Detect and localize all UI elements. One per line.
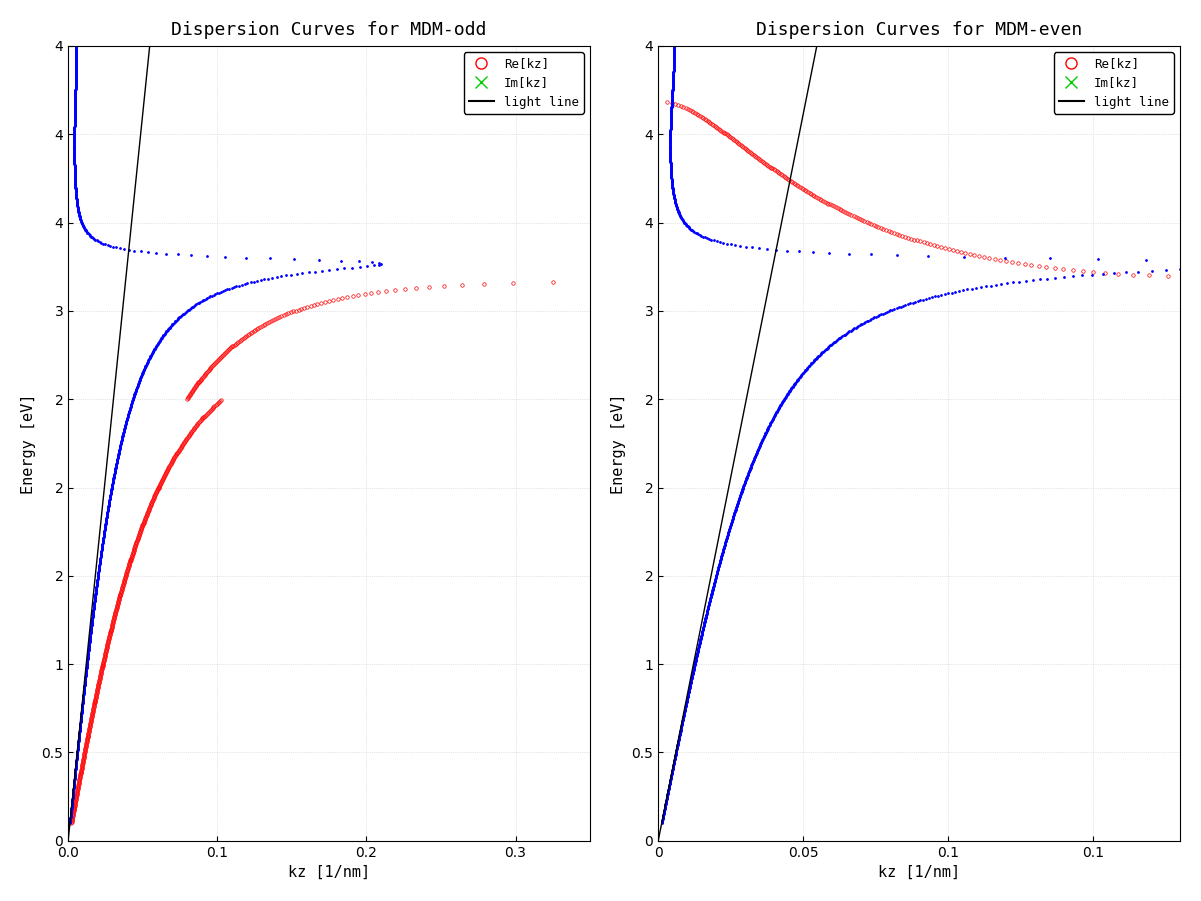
light line <box>681 683 695 694</box>
Re[kz] <box>186 384 201 395</box>
light line <box>733 426 747 437</box>
X-axis label: kz [1/nm]: kz [1/nm] <box>878 865 961 880</box>
light line <box>138 81 153 92</box>
Y-axis label: Energy [eV]: Energy [eV] <box>611 393 626 494</box>
Re[kz] <box>916 237 931 248</box>
light line <box>77 683 91 694</box>
Title: Dispersion Curves for MDM-odd: Dispersion Curves for MDM-odd <box>172 21 486 39</box>
light line <box>80 651 95 661</box>
Re[kz] <box>718 128 733 139</box>
Re[kz] <box>64 818 78 829</box>
Legend: Re[kz], Im[kz], light line: Re[kz], Im[kz], light line <box>1054 52 1173 114</box>
X-axis label: kz [1/nm]: kz [1/nm] <box>288 865 370 880</box>
Re[kz] <box>165 456 179 467</box>
Re[kz] <box>91 678 106 689</box>
Re[kz] <box>154 478 168 489</box>
Re[kz] <box>958 248 973 259</box>
light line <box>103 426 118 437</box>
Re[kz] <box>67 802 82 813</box>
Re[kz] <box>920 238 934 249</box>
Line: light line: light line <box>68 46 150 841</box>
Re[kz] <box>739 275 753 286</box>
light line <box>143 41 157 51</box>
Line: Re[kz]: Re[kz] <box>70 278 748 824</box>
light line <box>746 361 760 372</box>
Re[kz] <box>276 310 291 321</box>
Re[kz] <box>659 97 674 108</box>
light line <box>801 81 815 92</box>
light line <box>651 835 665 846</box>
light line <box>796 105 811 115</box>
Re[kz] <box>753 154 767 165</box>
light line <box>809 41 824 51</box>
Line: light line: light line <box>658 46 817 841</box>
Y-axis label: Energy [eV]: Energy [eV] <box>20 393 36 494</box>
light line <box>136 105 150 115</box>
light line <box>109 361 124 372</box>
Title: Dispersion Curves for MDM-even: Dispersion Curves for MDM-even <box>757 21 1082 39</box>
Re[kz] <box>826 201 841 212</box>
Legend: Re[kz], Im[kz], light line: Re[kz], Im[kz], light line <box>464 52 584 114</box>
Line: Re[kz]: Re[kz] <box>665 101 1201 282</box>
light line <box>61 835 76 846</box>
light line <box>688 651 703 661</box>
